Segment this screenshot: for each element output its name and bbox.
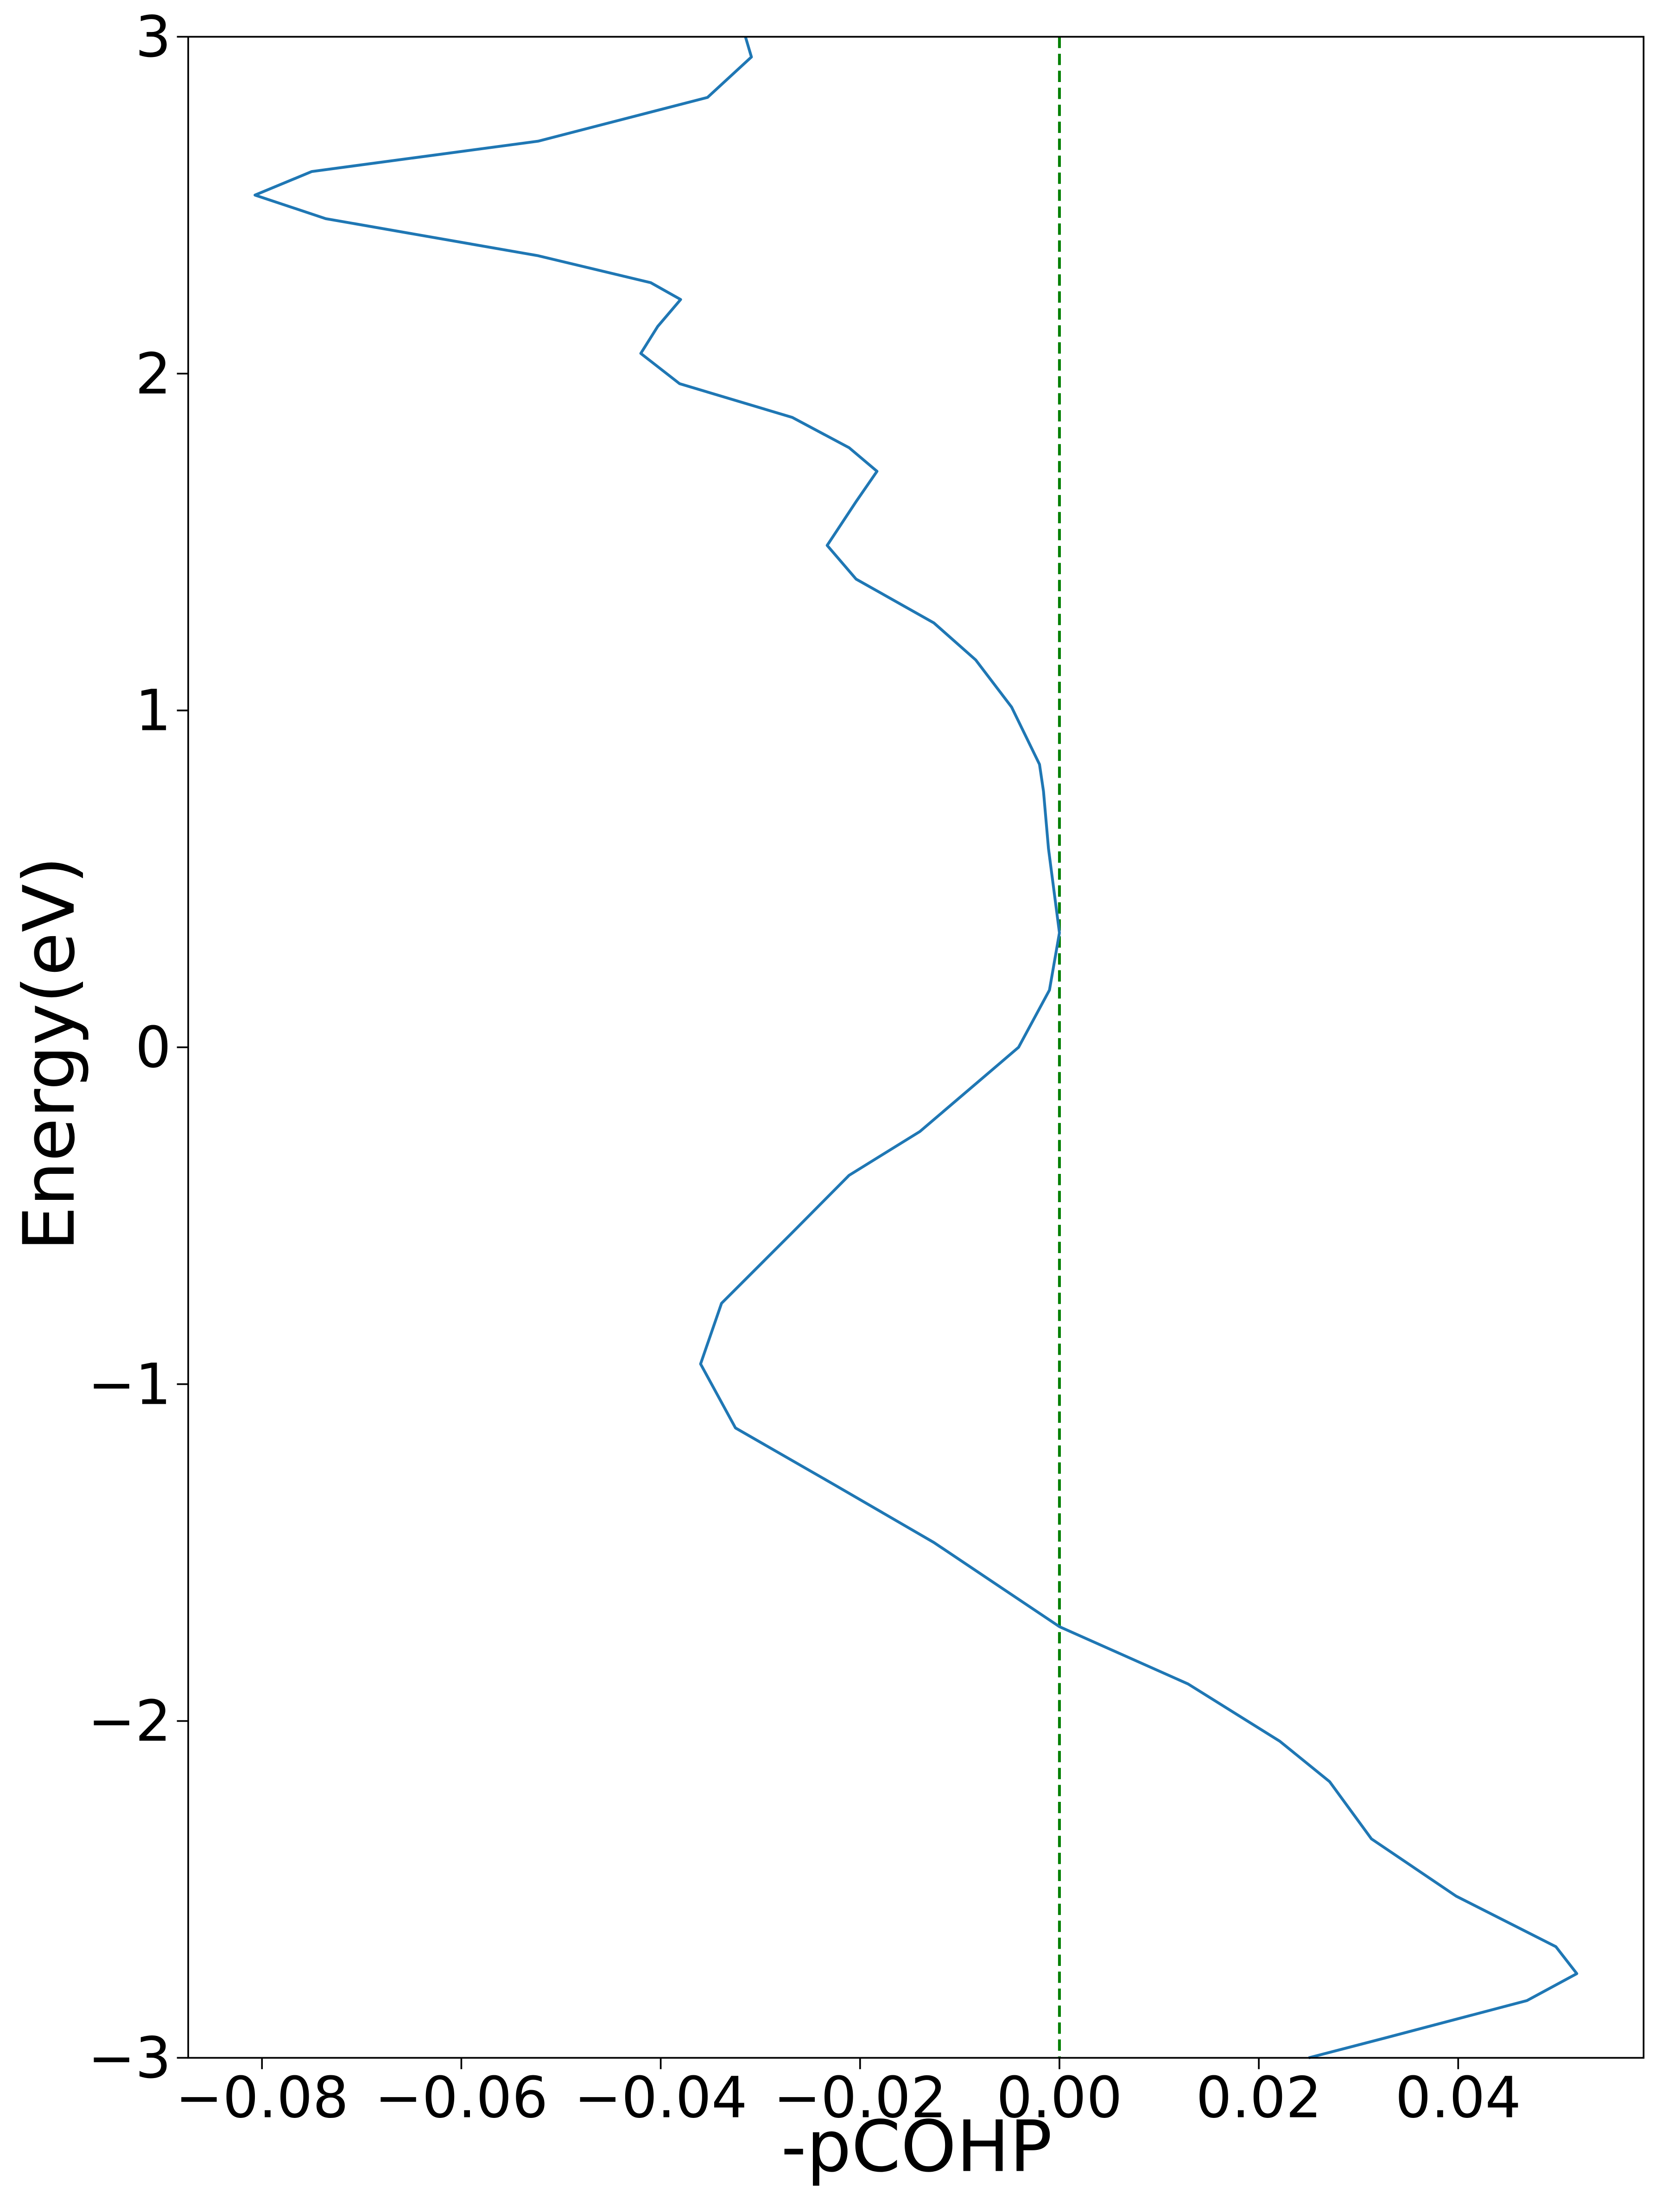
pcohp-line: [254, 36, 1579, 2060]
y-tick-label: −3: [88, 2025, 171, 2091]
x-tick-label: −0.08: [175, 2065, 349, 2131]
y-tick-label: −1: [88, 1351, 171, 1417]
y-tick-label: −2: [88, 1688, 171, 1754]
y-axis-label: Energy(eV): [8, 856, 90, 1251]
x-tick-label: −0.02: [774, 2065, 947, 2131]
x-tick-label: −0.06: [374, 2065, 548, 2131]
x-axis-label: -pCOHP: [781, 2105, 1052, 2187]
y-tick-label: 3: [135, 4, 171, 70]
y-tick-label: 1: [135, 678, 171, 744]
y-tick-label: 2: [135, 341, 171, 407]
x-tick-label: 0.02: [1196, 2065, 1322, 2131]
x-tick-label: −0.04: [574, 2065, 748, 2131]
plot-frame: [187, 36, 1645, 2059]
y-tick-label: 0: [135, 1015, 171, 1081]
x-tick-label: 0.00: [996, 2065, 1122, 2131]
x-tick-label: 0.04: [1395, 2065, 1521, 2131]
